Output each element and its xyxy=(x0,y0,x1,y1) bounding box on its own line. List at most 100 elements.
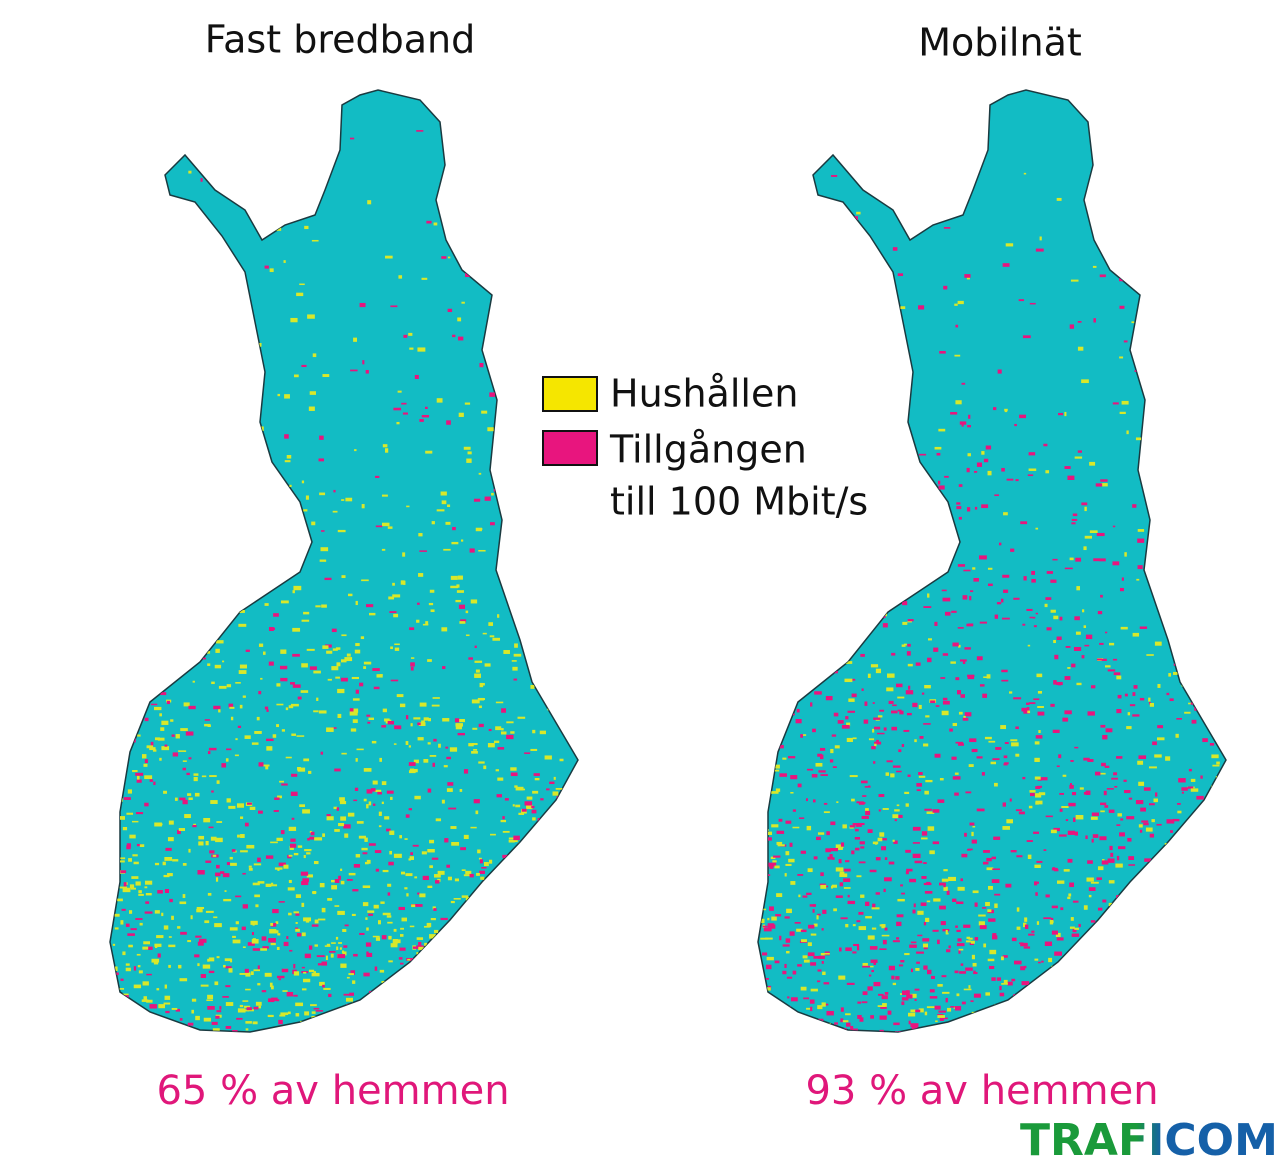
coverage-cell xyxy=(149,779,153,782)
coverage-cell xyxy=(787,708,793,712)
coverage-cell xyxy=(787,285,793,289)
coverage-cell xyxy=(390,1031,397,1032)
coverage-cell xyxy=(569,709,572,712)
coverage-cell xyxy=(1061,806,1069,808)
coverage-cell xyxy=(994,893,1001,896)
coverage-cell xyxy=(1050,609,1056,613)
coverage-cell xyxy=(124,754,128,759)
coverage-cell xyxy=(1097,866,1104,871)
coverage-cell xyxy=(1045,894,1050,898)
coverage-cell xyxy=(771,824,779,828)
coverage-cell xyxy=(1122,985,1125,989)
coverage-cell xyxy=(1075,815,1084,820)
coverage-cell xyxy=(114,966,118,971)
coverage-cell xyxy=(1031,930,1035,933)
coverage-cell xyxy=(895,976,900,980)
coverage-cell xyxy=(1123,340,1128,343)
coverage-cell xyxy=(323,1024,327,1030)
coverage-cell xyxy=(1053,680,1057,685)
coverage-cell xyxy=(159,757,162,761)
coverage-cell xyxy=(171,210,177,214)
coverage-cell xyxy=(1154,641,1162,646)
coverage-cell xyxy=(435,880,440,884)
coverage-cell xyxy=(478,1030,483,1032)
coverage-cell xyxy=(493,740,500,744)
coverage-cell xyxy=(1172,818,1180,822)
coverage-cell xyxy=(1013,597,1020,600)
coverage-cell xyxy=(248,865,252,868)
coverage-cell xyxy=(832,857,835,860)
coverage-cell xyxy=(454,947,462,950)
coverage-cell xyxy=(1133,685,1138,689)
coverage-cell xyxy=(1112,402,1119,405)
coverage-cell xyxy=(518,968,521,972)
coverage-cell xyxy=(954,1031,958,1032)
coverage-cell xyxy=(550,651,558,656)
coverage-cell xyxy=(224,536,229,540)
coverage-cell xyxy=(1009,798,1012,802)
coverage-cell xyxy=(237,1008,246,1013)
coverage-cell xyxy=(137,734,141,737)
coverage-cell xyxy=(1020,521,1028,525)
coverage-cell xyxy=(767,831,772,835)
coverage-cell xyxy=(798,894,801,898)
coverage-cell xyxy=(800,986,807,991)
coverage-cell xyxy=(209,850,215,854)
coverage-cell xyxy=(418,1016,424,1021)
coverage-cell xyxy=(768,764,776,768)
coverage-cell xyxy=(784,916,790,919)
coverage-cell xyxy=(534,777,540,781)
coverage-cell xyxy=(381,935,387,940)
coverage-cell xyxy=(1155,792,1158,797)
coverage-cell xyxy=(818,770,826,773)
coverage-cell xyxy=(921,831,928,836)
coverage-cell xyxy=(1207,588,1213,591)
coverage-cell xyxy=(257,881,265,884)
coverage-cell xyxy=(1114,1037,1122,1040)
coverage-cell xyxy=(971,954,975,960)
coverage-cell xyxy=(1075,631,1081,635)
coverage-cell xyxy=(232,1030,238,1032)
coverage-cell xyxy=(966,936,970,939)
coverage-cell xyxy=(1087,980,1093,985)
coverage-cell xyxy=(489,998,494,1003)
coverage-cell xyxy=(483,765,487,770)
coverage-cell xyxy=(499,897,507,902)
coverage-cell xyxy=(789,607,794,610)
coverage-cell xyxy=(896,804,900,807)
coverage-cell xyxy=(1088,970,1094,975)
coverage-cell xyxy=(779,935,782,941)
coverage-cell xyxy=(1121,400,1129,405)
coverage-cell xyxy=(394,725,402,730)
coverage-cell xyxy=(431,1005,437,1010)
coverage-cell xyxy=(560,595,568,600)
coverage-cell xyxy=(916,1034,919,1036)
map xyxy=(757,89,1227,1040)
coverage-cell xyxy=(177,655,180,657)
coverage-cell xyxy=(194,649,200,655)
coverage-cell xyxy=(470,908,474,911)
coverage-cell xyxy=(1133,941,1138,946)
coverage-cell xyxy=(337,529,346,533)
coverage-cell xyxy=(1199,811,1207,814)
coverage-cell xyxy=(1035,793,1042,798)
coverage-cell xyxy=(498,422,501,426)
coverage-cell xyxy=(885,389,891,392)
coverage-cell xyxy=(787,996,790,999)
coverage-cell xyxy=(271,882,274,885)
coverage-cell xyxy=(870,664,879,668)
coverage-cell xyxy=(180,728,188,732)
coverage-cell xyxy=(422,985,428,988)
coverage-cell xyxy=(955,677,960,681)
coverage-cell xyxy=(275,921,279,925)
coverage-cell xyxy=(553,477,559,482)
coverage-cell xyxy=(1005,1006,1009,1010)
coverage-cell xyxy=(930,975,935,979)
coverage-cell xyxy=(1125,919,1131,921)
coverage-cell xyxy=(795,719,802,724)
coverage-cell xyxy=(759,858,764,861)
coverage-cell xyxy=(1154,754,1162,758)
coverage-cell xyxy=(1108,809,1115,813)
coverage-cell xyxy=(937,984,943,987)
coverage-cell xyxy=(197,870,205,875)
